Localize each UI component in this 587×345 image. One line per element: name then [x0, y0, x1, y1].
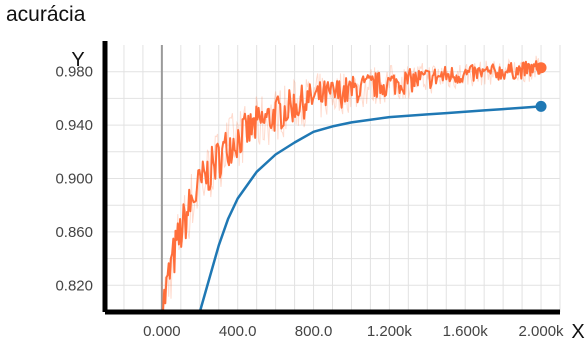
series-line-1 — [198, 105, 542, 313]
y-tick-label: 0.820 — [55, 277, 93, 294]
axes — [102, 41, 560, 315]
y-tick-label: 0.980 — [55, 64, 93, 81]
x-tick-label: 1.600k — [443, 323, 489, 340]
y-axis-label: Y — [71, 49, 84, 71]
series-layer — [161, 55, 547, 313]
x-axis-label: X — [571, 321, 584, 343]
series-line-0 — [161, 60, 542, 313]
y-tick-label: 0.860 — [55, 224, 93, 241]
x-tick-label: 1.200k — [367, 323, 413, 340]
series-line-0-endpoint — [535, 62, 547, 74]
x-tick-label: 400.0 — [219, 323, 257, 340]
chart-title: acurácia — [6, 3, 86, 26]
x-tick-label: 2.000k — [519, 323, 565, 340]
x-tick-label: 0.000 — [143, 323, 181, 340]
series-line-1-endpoint — [535, 100, 547, 112]
x-tick-label: 800.0 — [295, 323, 333, 340]
tick-labels: 0.820 0.860 0.900 0.940 0.980 0.000 400.0 800.0… — [55, 49, 584, 343]
y-tick-label: 0.900 — [55, 171, 93, 188]
y-tick-label: 0.940 — [55, 117, 93, 134]
